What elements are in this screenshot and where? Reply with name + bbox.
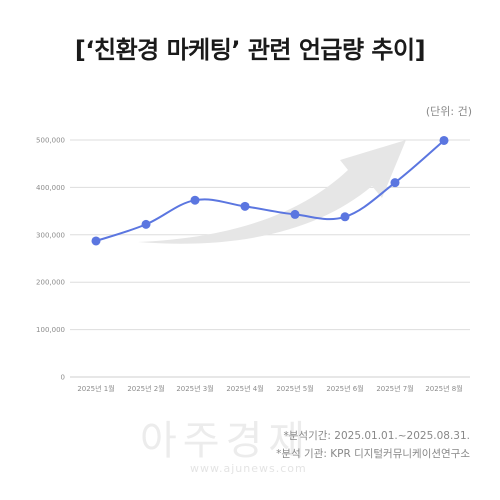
y-tick-label: 300,000 <box>36 231 65 239</box>
x-tick-label: 2025년 1월 <box>77 384 114 393</box>
x-tick-label: 2025년 2월 <box>127 384 164 393</box>
data-point <box>390 178 400 188</box>
watermark-url: www.ajunews.com <box>190 462 307 475</box>
data-point <box>141 219 151 229</box>
footer-agency: *분석 기관: KPR 디지털커뮤니케이션연구소 <box>276 448 470 460</box>
data-point <box>240 201 250 211</box>
data-point <box>340 212 350 222</box>
trend-arrow <box>138 140 406 244</box>
data-point <box>290 209 300 219</box>
x-axis-ticks: 2025년 1월 2025년 2월 2025년 3월 2025년 4월 2025년 5월… <box>77 384 462 393</box>
x-tick-label: 2025년 5월 <box>276 384 313 393</box>
x-tick-label: 2025년 4월 <box>226 384 263 393</box>
data-point <box>190 195 200 205</box>
data-point <box>91 236 101 246</box>
footer-period: *분석기간: 2025.01.01.~2025.08.31. <box>283 430 470 442</box>
x-tick-label: 2025년 8월 <box>425 384 462 393</box>
y-tick-label: 100,000 <box>36 326 65 334</box>
y-axis-ticks: 0 100,000 200,000 300,000 400,000 500,000 <box>36 137 65 382</box>
data-points <box>91 135 449 246</box>
grid-lines <box>70 139 470 378</box>
data-point <box>439 135 449 145</box>
watermark: 아주경제 <box>140 418 312 464</box>
y-tick-label: 200,000 <box>36 279 65 287</box>
x-tick-label: 2025년 3월 <box>176 384 213 393</box>
chart-title: [‘친환경 마케팅’ 관련 언급량 추이] <box>74 36 426 64</box>
y-tick-label: 0 <box>61 374 65 382</box>
y-tick-label: 400,000 <box>36 184 65 192</box>
y-tick-label: 500,000 <box>36 137 65 145</box>
x-tick-label: 2025년 7월 <box>376 384 413 393</box>
unit-label: (단위: 건) <box>425 105 472 118</box>
x-tick-label: 2025년 6월 <box>326 384 363 393</box>
